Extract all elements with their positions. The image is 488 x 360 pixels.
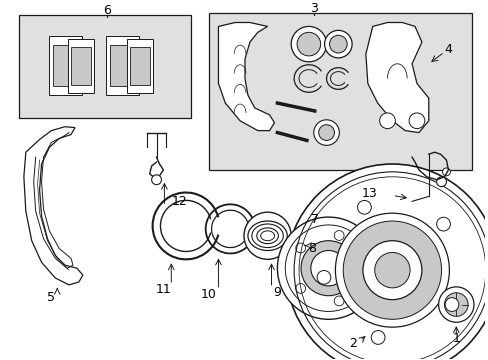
Circle shape [295, 243, 305, 253]
Bar [19, 15, 190, 118]
Circle shape [244, 212, 290, 259]
Circle shape [334, 230, 344, 240]
Circle shape [277, 217, 379, 319]
Circle shape [444, 298, 458, 311]
Circle shape [301, 241, 355, 296]
Circle shape [290, 26, 326, 62]
Circle shape [436, 217, 449, 231]
Text: 4: 4 [444, 42, 451, 55]
Text: 3: 3 [309, 2, 317, 15]
Text: 6: 6 [103, 4, 111, 17]
Polygon shape [24, 127, 82, 285]
Circle shape [285, 164, 488, 360]
Circle shape [379, 113, 395, 129]
Circle shape [444, 293, 467, 316]
Text: 2: 2 [348, 337, 356, 350]
Circle shape [316, 270, 330, 284]
Circle shape [408, 113, 424, 129]
Circle shape [289, 239, 304, 252]
Circle shape [334, 296, 344, 306]
Circle shape [357, 263, 367, 273]
Polygon shape [71, 47, 90, 85]
Polygon shape [126, 39, 152, 93]
Circle shape [374, 252, 409, 288]
Text: 13: 13 [361, 187, 377, 200]
Polygon shape [365, 22, 428, 132]
Circle shape [297, 32, 320, 56]
Circle shape [436, 177, 446, 186]
Polygon shape [48, 36, 81, 95]
Circle shape [318, 125, 334, 140]
Text: 7: 7 [310, 212, 318, 226]
Polygon shape [53, 45, 78, 86]
Text: 1: 1 [451, 332, 459, 346]
Circle shape [151, 175, 161, 185]
Polygon shape [68, 39, 94, 93]
Text: 12: 12 [171, 195, 186, 208]
Circle shape [362, 241, 421, 300]
Text: 8: 8 [307, 242, 315, 255]
Circle shape [313, 120, 339, 145]
Circle shape [442, 168, 449, 176]
Circle shape [438, 287, 473, 322]
Polygon shape [105, 36, 139, 95]
Polygon shape [109, 45, 134, 86]
Circle shape [324, 30, 351, 58]
Circle shape [310, 251, 346, 286]
Circle shape [335, 213, 448, 327]
Text: 5: 5 [47, 291, 55, 304]
Circle shape [370, 330, 384, 344]
Circle shape [343, 221, 441, 319]
Text: 10: 10 [200, 288, 216, 301]
Circle shape [292, 242, 301, 249]
Polygon shape [218, 22, 274, 131]
Text: 9: 9 [273, 286, 281, 299]
Circle shape [329, 35, 346, 53]
Circle shape [357, 201, 370, 214]
Polygon shape [130, 47, 149, 85]
Text: 11: 11 [155, 283, 171, 296]
Circle shape [295, 283, 305, 293]
Bar [208, 13, 471, 170]
